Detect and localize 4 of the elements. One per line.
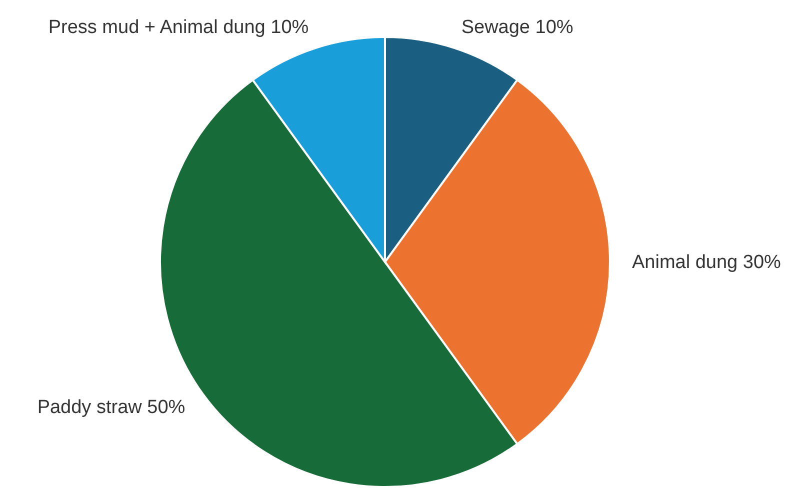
slice-label: Sewage 10% bbox=[461, 17, 574, 38]
slice-label: Animal dung 30% bbox=[632, 252, 782, 273]
slice-label: Press mud + Animal dung 10% bbox=[48, 17, 309, 38]
slice-label: Paddy straw 50% bbox=[37, 397, 186, 418]
